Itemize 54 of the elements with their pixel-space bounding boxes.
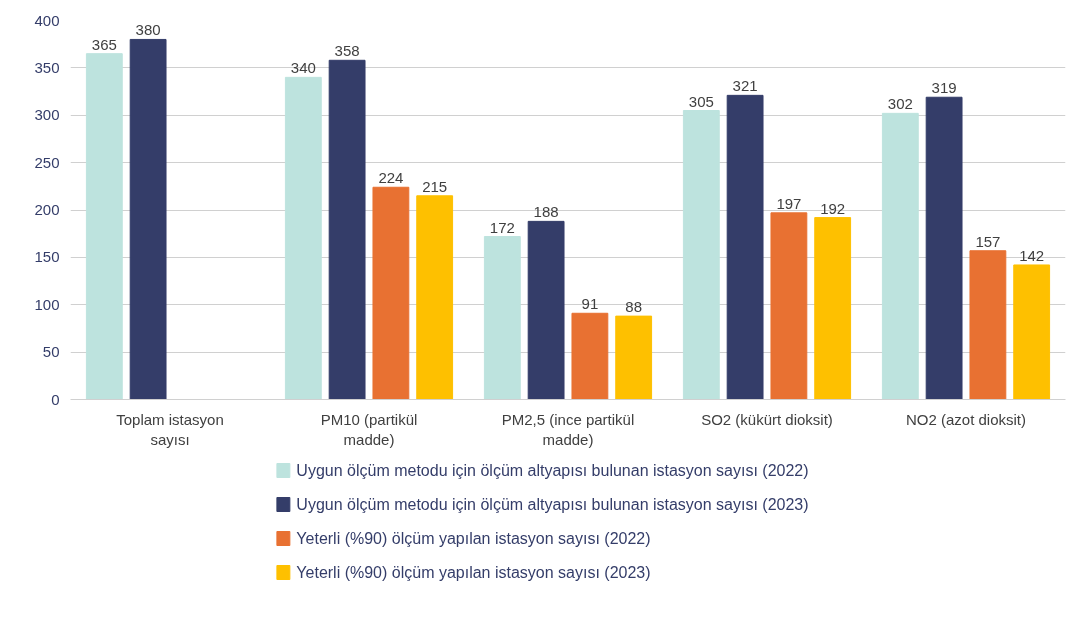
data-label: 365	[91, 35, 117, 53]
bar	[328, 59, 366, 400]
data-label: 142	[1019, 246, 1045, 264]
bar	[726, 94, 764, 400]
bar	[615, 315, 653, 400]
bar	[770, 212, 808, 400]
data-label: 88	[625, 298, 643, 316]
y-tick-label: 100	[34, 295, 60, 313]
y-tick-label: 350	[34, 58, 60, 76]
y-tick-label: 400	[34, 11, 60, 29]
x-tick-label: NO2 (azot dioksit)	[905, 410, 1027, 428]
x-tick-label: PM10 (partikül madde)	[320, 410, 418, 448]
bar	[682, 110, 720, 400]
bar	[129, 38, 167, 400]
data-label: 319	[931, 79, 957, 97]
y-tick-label: 250	[34, 153, 60, 171]
bar	[571, 312, 609, 400]
bar	[814, 217, 852, 400]
bar	[483, 236, 521, 400]
bar	[881, 112, 919, 400]
bar	[969, 250, 1007, 400]
y-tick-label: 150	[34, 248, 60, 266]
bar	[527, 220, 565, 400]
bar	[416, 195, 454, 400]
data-label: 358	[334, 42, 360, 60]
data-label: 188	[533, 203, 559, 221]
legend-label: Uygun ölçüm metodu için ölçüm altyapısı bulunan istasyon sayısı (2022)	[296, 462, 809, 479]
legend-label: Yeterli (%90) ölçüm yapılan istasyon sayısı (2023)	[296, 564, 651, 581]
x-tick-label: PM2,5 (ince partikül madde)	[501, 410, 635, 448]
data-label: 157	[975, 232, 1001, 250]
y-tick-label: 200	[34, 201, 60, 218]
data-label: 380	[135, 21, 161, 39]
bar	[85, 53, 123, 400]
data-label: 224	[378, 169, 404, 187]
y-tick-label: 300	[34, 106, 60, 124]
data-label: 197	[776, 194, 802, 212]
bar	[1013, 264, 1051, 400]
legend-label: Yeterli (%90) ölçüm yapılan istasyon sayısı (2022)	[296, 530, 651, 547]
data-label: 172	[489, 218, 515, 236]
data-label: 340	[290, 59, 316, 77]
bar	[284, 76, 322, 400]
data-label: 321	[732, 77, 758, 95]
data-label: 91	[581, 295, 599, 313]
y-tick-label: 0	[51, 390, 60, 408]
bar	[372, 186, 410, 400]
data-label: 215	[422, 177, 448, 195]
data-label: 192	[820, 199, 846, 217]
x-tick-label: Toplam istasyon sayısı	[116, 410, 224, 448]
x-tick-label: SO2 (kükürt dioksit)	[701, 410, 833, 428]
y-tick-label: 50	[42, 343, 60, 361]
data-label: 302	[887, 95, 913, 113]
data-label: 305	[688, 92, 714, 110]
bar	[925, 96, 963, 400]
legend-label: Uygun ölçüm metodu için ölçüm altyapısı bulunan istasyon sayısı (2023)	[296, 496, 809, 513]
